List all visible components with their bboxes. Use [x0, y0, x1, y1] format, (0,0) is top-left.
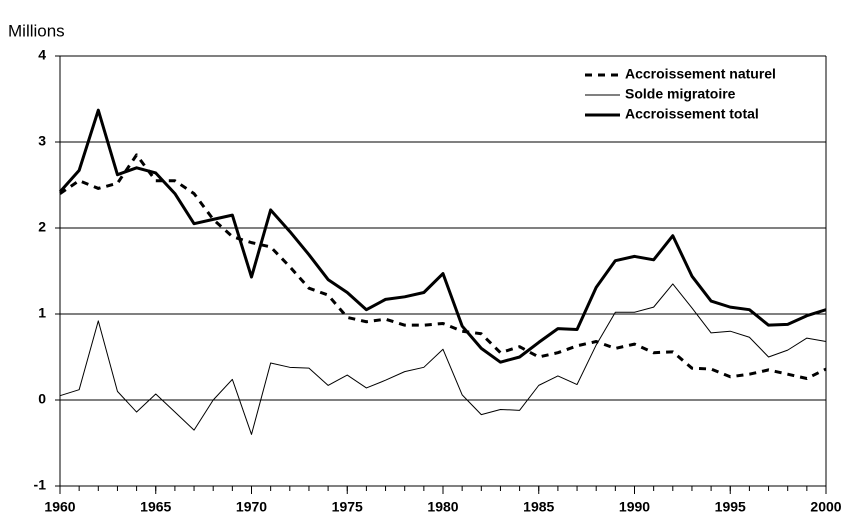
legend-label: Solde migratoire	[625, 86, 736, 102]
x-tick-label: 1970	[236, 499, 267, 515]
x-tick-label: 1985	[523, 499, 554, 515]
x-tick-label: 1995	[715, 499, 746, 515]
legend-label: Accroissement naturel	[625, 66, 776, 82]
y-axis-label: Millions	[8, 21, 65, 40]
series-line	[59, 283, 827, 435]
x-tick-label: 1980	[427, 499, 458, 515]
y-tick-label: 0	[38, 391, 46, 407]
x-tick-label: 1960	[44, 499, 75, 515]
y-tick-label: 1	[38, 305, 46, 321]
x-tick-label: 2000	[810, 499, 841, 515]
y-tick-label: -1	[34, 477, 47, 493]
y-tick-label: 4	[38, 47, 46, 63]
y-tick-label: 2	[38, 219, 46, 235]
x-tick-label: 1990	[619, 499, 650, 515]
x-tick-label: 1965	[140, 499, 171, 515]
x-tick-label: 1975	[332, 499, 363, 515]
series-line	[58, 108, 827, 364]
legend-label: Accroissement total	[625, 106, 759, 122]
y-tick-label: 3	[38, 133, 46, 149]
series-line	[59, 153, 827, 380]
